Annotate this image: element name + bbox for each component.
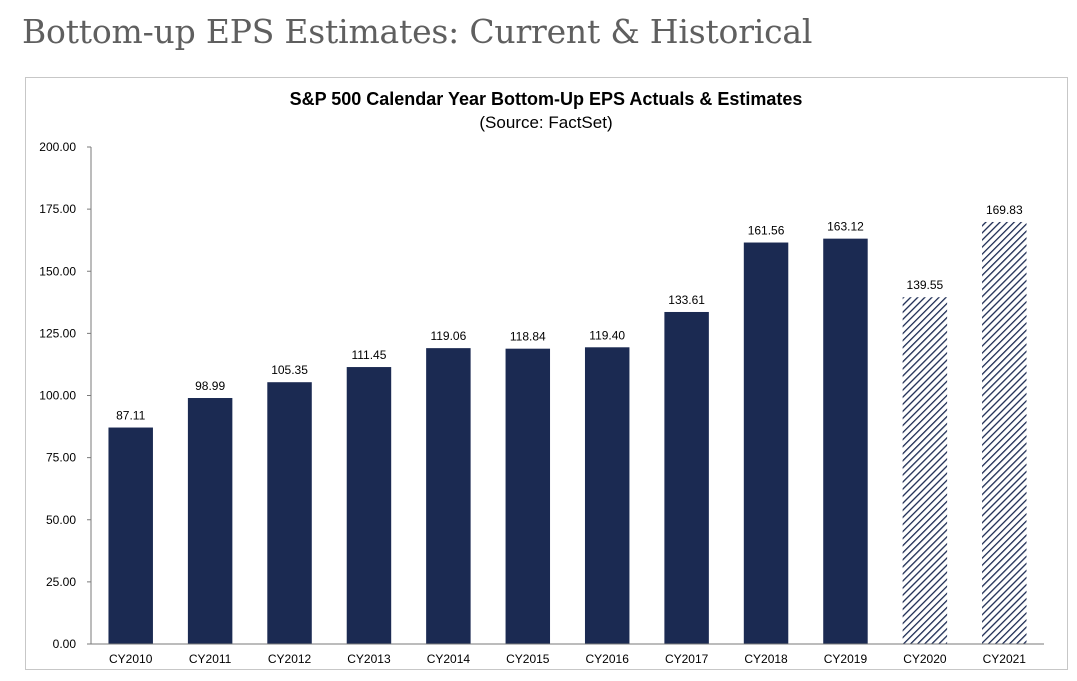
data-label-cy2011: 98.99 (195, 379, 225, 393)
data-label-cy2016: 119.40 (589, 328, 625, 342)
chart-panel: S&P 500 Calendar Year Bottom-Up EPS Actu… (25, 77, 1068, 670)
bar-cy2016 (584, 347, 630, 644)
chart-title: S&P 500 Calendar Year Bottom-Up EPS Actu… (290, 89, 803, 109)
data-label-cy2018: 161.56 (748, 224, 785, 238)
y-tick-label: 125.00 (39, 326, 76, 340)
bar-cy2019 (823, 238, 868, 645)
bar-cy2018 (743, 242, 789, 644)
data-label-cy2021: 169.83 (986, 203, 1023, 217)
x-tick-label-cy2020: CY2020 (903, 652, 947, 666)
x-axis: CY2010 CY2011 CY2012 CY2013 CY2014 CY2015 CY20… (91, 643, 1044, 666)
bar-cy2015 (505, 348, 551, 644)
data-label-cy2013: 111.45 (351, 348, 386, 362)
data-label-cy2017: 133.61 (668, 293, 705, 307)
page-heading: Bottom-up EPS Estimates: Current & Histo… (22, 12, 813, 51)
bar-cy2017 (664, 311, 709, 644)
data-label-cy2020: 139.55 (907, 278, 944, 292)
y-tick-label: 175.00 (39, 202, 76, 216)
x-tick-label-cy2010: CY2010 (109, 652, 153, 666)
x-tick-label-cy2011: CY2011 (189, 652, 232, 666)
data-label-cy2010: 87.11 (116, 409, 145, 423)
chart-subtitle: (Source: FactSet) (479, 113, 612, 132)
x-tick-label-cy2019: CY2019 (824, 652, 868, 666)
x-tick-label-cy2012: CY2012 (268, 652, 312, 666)
bar-cy2010 (108, 427, 153, 644)
data-label-cy2015: 118.84 (510, 330, 546, 344)
data-label-cy2012: 105.35 (271, 363, 308, 377)
bar-cy2020 (902, 297, 948, 644)
y-axis: 0.00 25.00 50.00 75.00 100.00 125.00 150.00 175… (39, 140, 92, 651)
bar-cy2012 (267, 382, 312, 644)
bar-cy2021 (982, 221, 1027, 644)
y-tick-label: 0.00 (53, 637, 77, 651)
bar-cy2014 (426, 348, 471, 644)
x-tick-label-cy2016: CY2016 (586, 652, 630, 666)
y-tick-label: 75.00 (46, 451, 76, 465)
x-tick-label-cy2013: CY2013 (347, 652, 391, 666)
bar-cy2013 (346, 367, 392, 644)
x-tick-label-cy2014: CY2014 (427, 652, 471, 666)
data-label-cy2014: 119.06 (430, 329, 466, 343)
y-tick-label: 100.00 (39, 389, 76, 403)
data-label-cy2019: 163.12 (827, 220, 864, 234)
y-tick-label: 150.00 (39, 264, 76, 278)
x-tick-label-cy2017: CY2017 (665, 652, 709, 666)
y-tick-label: 25.00 (46, 575, 76, 589)
x-tick-label-cy2018: CY2018 (744, 652, 788, 666)
eps-bar-chart: S&P 500 Calendar Year Bottom-Up EPS Actu… (39, 89, 1044, 666)
x-tick-label-cy2021: CY2021 (983, 652, 1027, 666)
y-tick-label: 200.00 (39, 140, 76, 154)
bar-cy2011 (187, 398, 233, 644)
x-tick-label-cy2015: CY2015 (506, 652, 550, 666)
y-tick-label: 50.00 (46, 513, 76, 527)
bars: 87.11 98.99 105.35 111.45 119.06 118.84 119.40… (108, 203, 1027, 645)
